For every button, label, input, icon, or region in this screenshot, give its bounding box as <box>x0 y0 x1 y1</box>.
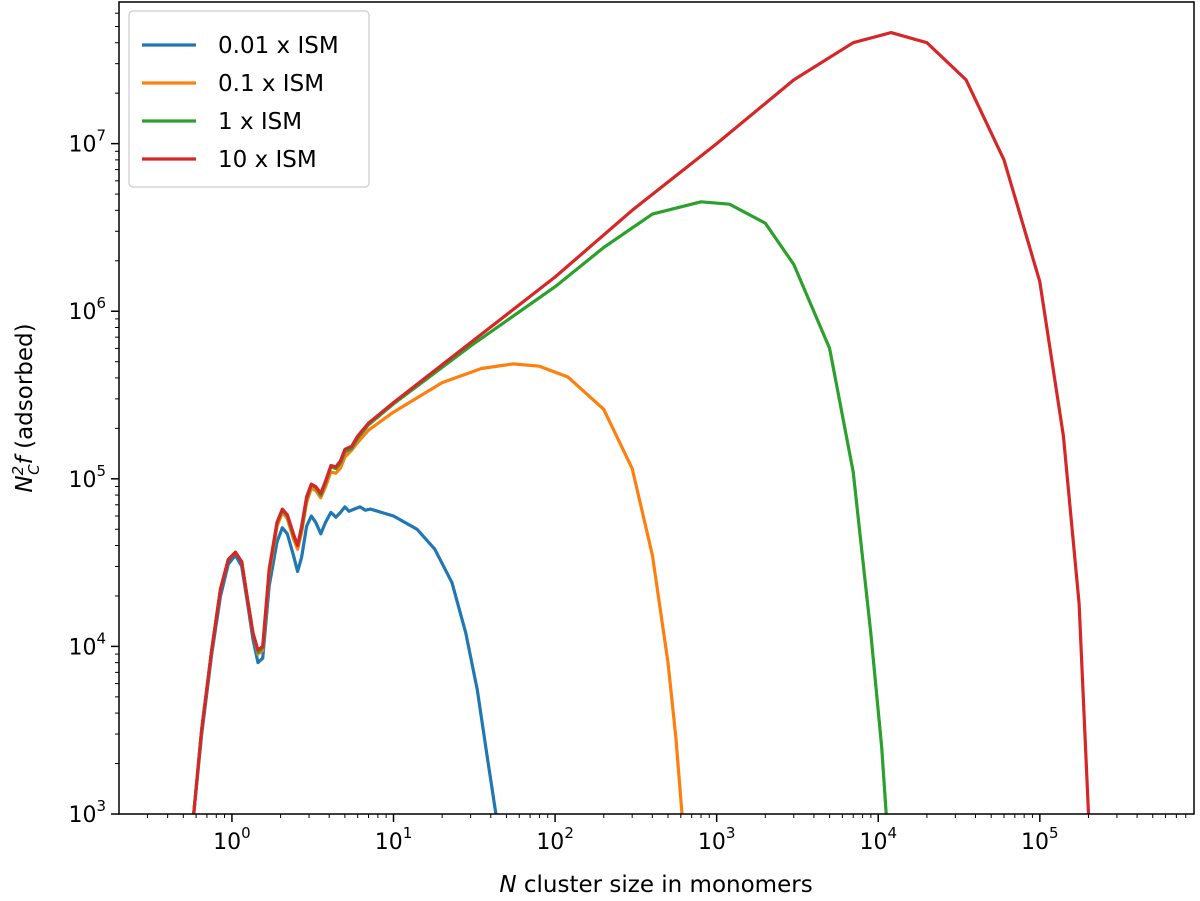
x-tick-label: 103 <box>698 824 736 855</box>
y-tick-label: 103 <box>68 797 106 828</box>
x-axis: 100 101 102 103 104 105 <box>146 814 1187 855</box>
x-tick-label: 102 <box>536 824 574 855</box>
legend-label: 10 x ISM <box>218 147 317 173</box>
series-line-4 <box>192 31 1091 814</box>
x-tick-label: 104 <box>859 824 897 855</box>
x-axis-label: N cluster size in monomers <box>499 872 812 898</box>
x-tick-label: 100 <box>213 824 251 855</box>
legend-label: 1 x ISM <box>218 109 302 135</box>
legend-label: 0.01 x ISM <box>218 33 339 59</box>
y-tick-label: 106 <box>68 294 106 325</box>
x-tick-label: 105 <box>1021 824 1059 855</box>
y-tick-label: 107 <box>68 127 106 158</box>
y-axis-label: N2Cf (adsorbed) <box>9 323 43 492</box>
y-axis: 103 104 105 106 107 <box>68 12 119 828</box>
y-tick-label: 105 <box>68 462 106 493</box>
series-layer <box>192 31 1091 814</box>
legend: 0.01 x ISM 0.1 x ISM 1 x ISM 10 x ISM <box>128 10 370 188</box>
plot-frame <box>118 1 1195 815</box>
y-tick-label: 104 <box>68 629 106 660</box>
legend-box <box>128 10 370 188</box>
legend-label: 0.1 x ISM <box>218 71 324 97</box>
x-tick-label: 101 <box>375 824 413 855</box>
